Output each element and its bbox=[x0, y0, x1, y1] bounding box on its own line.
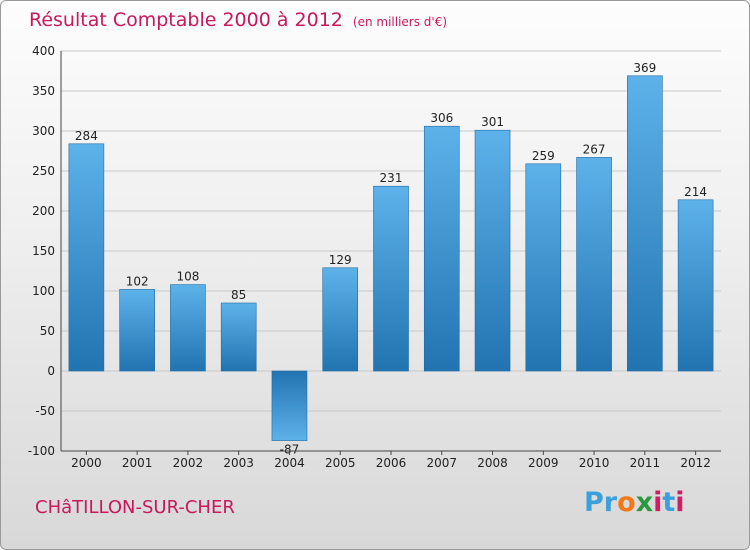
bar bbox=[220, 302, 257, 372]
y-tick-label: -100 bbox=[28, 444, 55, 458]
y-tick-label: 300 bbox=[32, 124, 55, 138]
bar bbox=[576, 157, 612, 372]
bar bbox=[119, 289, 155, 372]
bar bbox=[68, 143, 105, 372]
data-label: 301 bbox=[481, 115, 504, 129]
data-label: 306 bbox=[430, 111, 453, 125]
bar bbox=[271, 370, 308, 441]
bar-layer bbox=[68, 75, 714, 441]
data-label: 369 bbox=[633, 61, 656, 75]
logo-letter: x bbox=[635, 487, 654, 518]
y-tick-label: 200 bbox=[32, 204, 55, 218]
bar bbox=[423, 125, 460, 372]
chart-title-text: Résultat Comptable 2000 à 2012 bbox=[29, 9, 343, 31]
chart-subtitle: (en milliers d'€) bbox=[352, 15, 448, 29]
x-tick-label: 2003 bbox=[223, 456, 254, 470]
bar bbox=[525, 163, 562, 372]
x-tick-label: 2006 bbox=[376, 456, 407, 470]
y-tick-label: 50 bbox=[40, 324, 55, 338]
y-tick-label: 350 bbox=[32, 84, 55, 98]
data-label: 259 bbox=[532, 149, 555, 163]
x-tick-label: 2008 bbox=[477, 456, 508, 470]
data-label: 108 bbox=[176, 270, 199, 284]
logo-letter: i bbox=[653, 487, 663, 518]
x-tick-label: 2009 bbox=[528, 456, 559, 470]
y-tick-label: 100 bbox=[32, 284, 55, 298]
x-tick-label: 2004 bbox=[274, 456, 305, 470]
bar bbox=[170, 284, 206, 372]
x-tick-label: 2000 bbox=[71, 456, 102, 470]
x-tick-label: 2007 bbox=[426, 456, 457, 470]
y-tick-label: 250 bbox=[32, 164, 55, 178]
bar bbox=[627, 75, 663, 372]
logo-letter: i bbox=[675, 487, 685, 518]
logo-letter: r bbox=[603, 487, 618, 518]
label-layer: 284 102 108 85 -87 129 231 306 301 259 267 369 214 bbox=[75, 61, 707, 457]
y-tick-label: 400 bbox=[32, 44, 55, 58]
bar bbox=[677, 199, 714, 372]
data-label: 129 bbox=[329, 253, 352, 267]
town-name: CHâTILLON-SUR-CHER bbox=[35, 497, 235, 518]
bar bbox=[474, 129, 511, 372]
y-tick-label: -50 bbox=[35, 404, 55, 418]
x-tick-label: 2010 bbox=[579, 456, 610, 470]
x-tick-label: 2001 bbox=[122, 456, 153, 470]
x-tick-label: 2011 bbox=[630, 456, 661, 470]
logo-letter: t bbox=[662, 487, 676, 518]
y-tick-label: 0 bbox=[47, 364, 55, 378]
bar bbox=[373, 185, 409, 372]
y-tick-label: 150 bbox=[32, 244, 55, 258]
data-label: 231 bbox=[380, 171, 403, 185]
data-label: 85 bbox=[231, 288, 246, 302]
proxiti-logo: Proxiti bbox=[584, 487, 685, 518]
data-label: 267 bbox=[583, 142, 606, 156]
data-label: -87 bbox=[280, 443, 300, 457]
data-label: 102 bbox=[126, 274, 149, 288]
x-tick-label: 2012 bbox=[680, 456, 711, 470]
data-label: 214 bbox=[684, 185, 707, 199]
logo-letter: o bbox=[617, 487, 636, 518]
bar bbox=[322, 267, 359, 372]
x-tick-label: 2005 bbox=[325, 456, 356, 470]
data-label: 284 bbox=[75, 129, 98, 143]
x-tick-label: 2002 bbox=[173, 456, 204, 470]
chart-title: Résultat Comptable 2000 à 2012 (en millie… bbox=[29, 9, 447, 31]
logo-letter: P bbox=[584, 487, 604, 518]
